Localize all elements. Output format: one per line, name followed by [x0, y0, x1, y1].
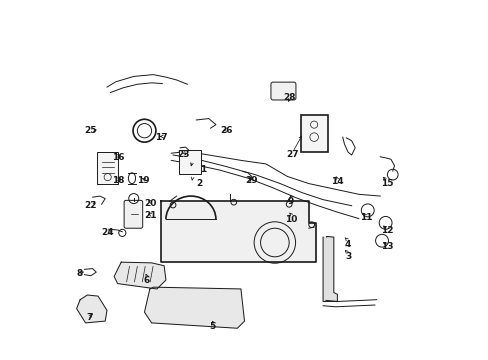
Text: 18: 18: [112, 176, 125, 185]
Text: 8: 8: [76, 269, 82, 278]
Text: 7: 7: [86, 313, 92, 322]
Text: 3: 3: [344, 252, 350, 261]
FancyBboxPatch shape: [97, 152, 118, 184]
Polygon shape: [160, 202, 315, 262]
Text: 26: 26: [220, 126, 232, 135]
Text: 19: 19: [137, 176, 150, 185]
Polygon shape: [114, 262, 165, 289]
Text: 1: 1: [200, 165, 206, 174]
FancyBboxPatch shape: [270, 82, 295, 100]
Text: 22: 22: [84, 201, 97, 210]
Text: 25: 25: [84, 126, 97, 135]
Text: 6: 6: [143, 275, 149, 284]
Polygon shape: [144, 287, 244, 328]
FancyBboxPatch shape: [124, 201, 142, 228]
Polygon shape: [77, 295, 107, 323]
Text: 9: 9: [287, 197, 293, 206]
Text: 20: 20: [144, 199, 157, 208]
Text: 11: 11: [359, 213, 371, 222]
Text: 21: 21: [144, 211, 157, 220]
Polygon shape: [323, 237, 337, 301]
Text: 13: 13: [380, 242, 393, 251]
Text: 24: 24: [102, 228, 114, 237]
Text: 23: 23: [177, 150, 190, 159]
Text: 5: 5: [209, 322, 215, 331]
Text: 16: 16: [112, 153, 125, 162]
Text: 17: 17: [155, 133, 167, 142]
Text: 27: 27: [286, 150, 299, 159]
FancyBboxPatch shape: [300, 115, 327, 153]
Text: 29: 29: [245, 176, 258, 185]
Text: 28: 28: [283, 93, 295, 102]
Text: 15: 15: [380, 179, 393, 188]
Text: 10: 10: [284, 215, 297, 224]
Text: 2: 2: [196, 179, 203, 188]
FancyBboxPatch shape: [179, 150, 201, 174]
Text: 12: 12: [380, 225, 393, 234]
Text: 4: 4: [344, 240, 350, 249]
Text: 14: 14: [330, 177, 343, 186]
